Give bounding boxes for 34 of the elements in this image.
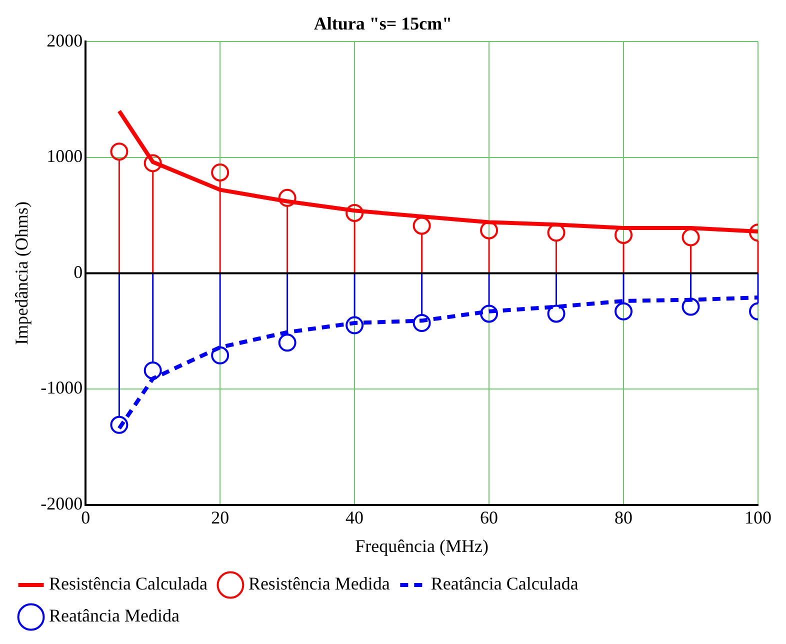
point (110, 142, 128, 161)
point (547, 304, 566, 323)
y-tick-label: -1000 (40, 378, 83, 398)
y-axis-title: Impedância (Ohms) (12, 201, 32, 345)
legend-label: Resistência Medida (248, 574, 390, 594)
point (211, 346, 230, 364)
point (480, 304, 498, 323)
point (682, 298, 700, 316)
chart-title: Altura "s= 15cm" (314, 13, 452, 34)
x-tick-label: 80 (614, 507, 633, 528)
point (211, 163, 230, 182)
point (144, 361, 162, 380)
x-axis-title: Frequência (MHz) (355, 536, 489, 556)
point (110, 416, 128, 434)
y-tick-label: -2000 (40, 494, 83, 514)
legend-label: Resistência Calculada (49, 574, 208, 594)
y-tick-label: 0 (74, 262, 83, 282)
point (278, 334, 296, 352)
x-tick-label: 20 (211, 507, 230, 528)
x-tick-label: 60 (480, 507, 498, 528)
point (412, 216, 431, 235)
point (614, 302, 633, 320)
y-tick-label: 2000 (46, 30, 83, 50)
point (682, 228, 700, 246)
point (144, 154, 162, 172)
x-tick-label: 40 (346, 507, 364, 528)
legend-label: Reatância Calculada (430, 574, 578, 594)
legend-label: Reatância Medida (49, 606, 180, 626)
point (412, 314, 431, 332)
point (278, 188, 296, 207)
point (346, 204, 364, 222)
y-tick-label: 1000 (46, 146, 83, 166)
point (346, 316, 364, 334)
x-tick-label: 100 (744, 507, 772, 528)
